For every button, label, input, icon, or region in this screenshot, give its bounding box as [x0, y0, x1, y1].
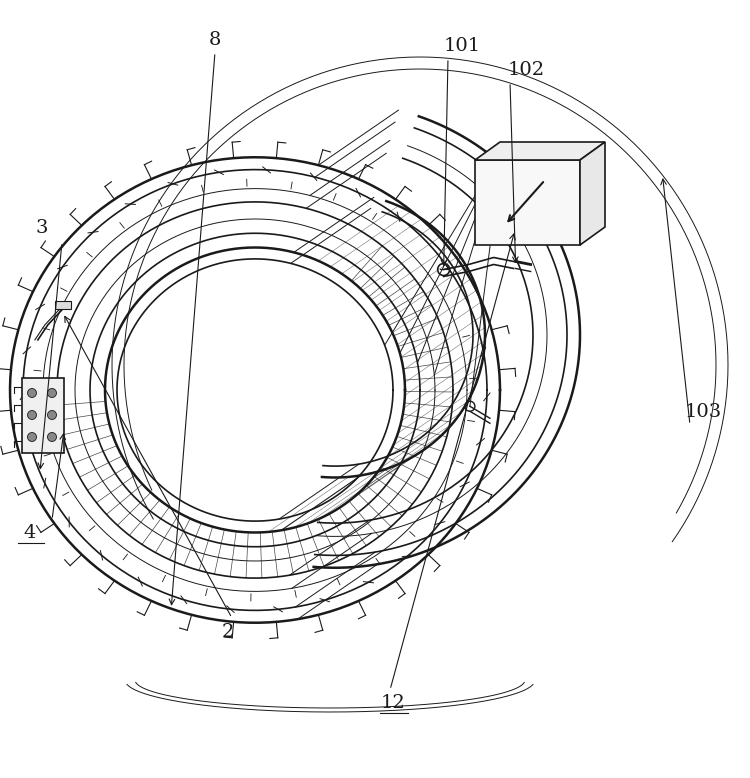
Polygon shape — [475, 142, 605, 160]
Text: 12: 12 — [380, 694, 405, 712]
Circle shape — [47, 388, 56, 398]
Circle shape — [28, 388, 37, 398]
Text: 2: 2 — [222, 623, 234, 641]
Bar — [22, 378, 64, 453]
Circle shape — [47, 411, 56, 419]
Text: 103: 103 — [684, 403, 722, 421]
Text: 8: 8 — [209, 31, 221, 49]
Text: 102: 102 — [508, 61, 544, 79]
Circle shape — [47, 433, 56, 441]
Polygon shape — [580, 142, 605, 245]
Text: 101: 101 — [443, 37, 481, 55]
Circle shape — [28, 411, 37, 419]
Bar — [55, 301, 70, 309]
Text: 4: 4 — [24, 524, 36, 542]
Circle shape — [28, 433, 37, 441]
Text: 3: 3 — [36, 219, 48, 237]
Bar — [475, 160, 580, 245]
